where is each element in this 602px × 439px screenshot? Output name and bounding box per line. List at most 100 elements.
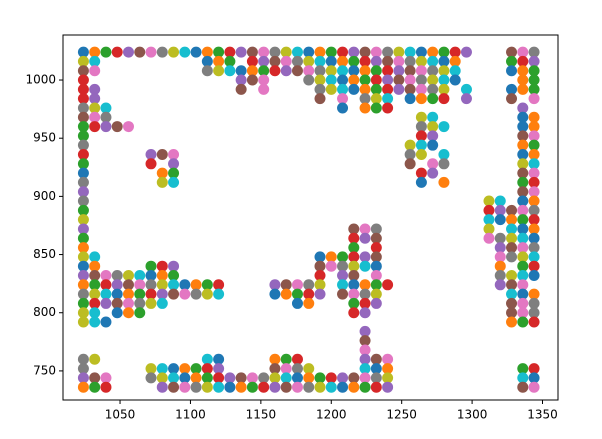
- point: [291, 353, 303, 365]
- point: [393, 83, 405, 95]
- point: [370, 223, 382, 235]
- y-tick-label: 750: [33, 363, 56, 377]
- point: [77, 288, 89, 300]
- point: [303, 74, 315, 86]
- point: [280, 353, 292, 365]
- point: [100, 316, 112, 328]
- point: [370, 93, 382, 105]
- point: [89, 297, 101, 309]
- point: [269, 381, 281, 393]
- point: [528, 204, 540, 216]
- point: [506, 288, 518, 300]
- point: [224, 55, 236, 67]
- point: [393, 55, 405, 67]
- point: [415, 55, 427, 67]
- point: [77, 381, 89, 393]
- point: [325, 65, 337, 77]
- point: [506, 251, 518, 263]
- point: [337, 288, 349, 300]
- point: [370, 353, 382, 365]
- point: [89, 307, 101, 319]
- point: [201, 288, 213, 300]
- point: [506, 316, 518, 328]
- point: [156, 288, 168, 300]
- point: [77, 65, 89, 77]
- point: [517, 316, 529, 328]
- point: [517, 46, 529, 58]
- point: [404, 158, 416, 170]
- point: [382, 353, 394, 365]
- point: [280, 279, 292, 291]
- point: [314, 74, 326, 86]
- point: [134, 270, 146, 282]
- point: [111, 46, 123, 58]
- point: [145, 148, 157, 160]
- point: [89, 251, 101, 263]
- point: [337, 55, 349, 67]
- point: [506, 223, 518, 235]
- point: [506, 46, 518, 58]
- point: [359, 344, 371, 356]
- point: [506, 279, 518, 291]
- point: [303, 65, 315, 77]
- point: [359, 55, 371, 67]
- point: [100, 372, 112, 384]
- point: [235, 74, 247, 86]
- point: [156, 279, 168, 291]
- point: [280, 372, 292, 384]
- point: [370, 363, 382, 375]
- point: [201, 46, 213, 58]
- point: [168, 176, 180, 188]
- point: [77, 195, 89, 207]
- point: [213, 65, 225, 77]
- y-tick-label: 950: [33, 131, 56, 145]
- point: [201, 279, 213, 291]
- point: [280, 55, 292, 67]
- point: [370, 65, 382, 77]
- point: [483, 223, 495, 235]
- point: [258, 381, 270, 393]
- point: [370, 251, 382, 263]
- point: [528, 121, 540, 133]
- point: [77, 176, 89, 188]
- point: [528, 195, 540, 207]
- point: [325, 251, 337, 263]
- point: [77, 148, 89, 160]
- point: [325, 74, 337, 86]
- point: [122, 307, 134, 319]
- point: [291, 288, 303, 300]
- point: [77, 83, 89, 95]
- point: [438, 93, 450, 105]
- point: [156, 148, 168, 160]
- point: [100, 381, 112, 393]
- point: [100, 111, 112, 123]
- point: [528, 372, 540, 384]
- point: [89, 316, 101, 328]
- point: [246, 55, 258, 67]
- point: [269, 65, 281, 77]
- point: [246, 74, 258, 86]
- point: [528, 93, 540, 105]
- point: [77, 158, 89, 170]
- point: [427, 74, 439, 86]
- point: [291, 55, 303, 67]
- point: [517, 260, 529, 272]
- point: [111, 288, 123, 300]
- point: [77, 139, 89, 151]
- point: [314, 372, 326, 384]
- point: [427, 55, 439, 67]
- point: [246, 372, 258, 384]
- point: [370, 260, 382, 272]
- point: [528, 111, 540, 123]
- point: [506, 214, 518, 226]
- point: [89, 288, 101, 300]
- point: [359, 307, 371, 319]
- point: [77, 307, 89, 319]
- point: [370, 381, 382, 393]
- point: [337, 279, 349, 291]
- point: [303, 372, 315, 384]
- point: [89, 353, 101, 365]
- point: [438, 121, 450, 133]
- point: [77, 223, 89, 235]
- point: [291, 381, 303, 393]
